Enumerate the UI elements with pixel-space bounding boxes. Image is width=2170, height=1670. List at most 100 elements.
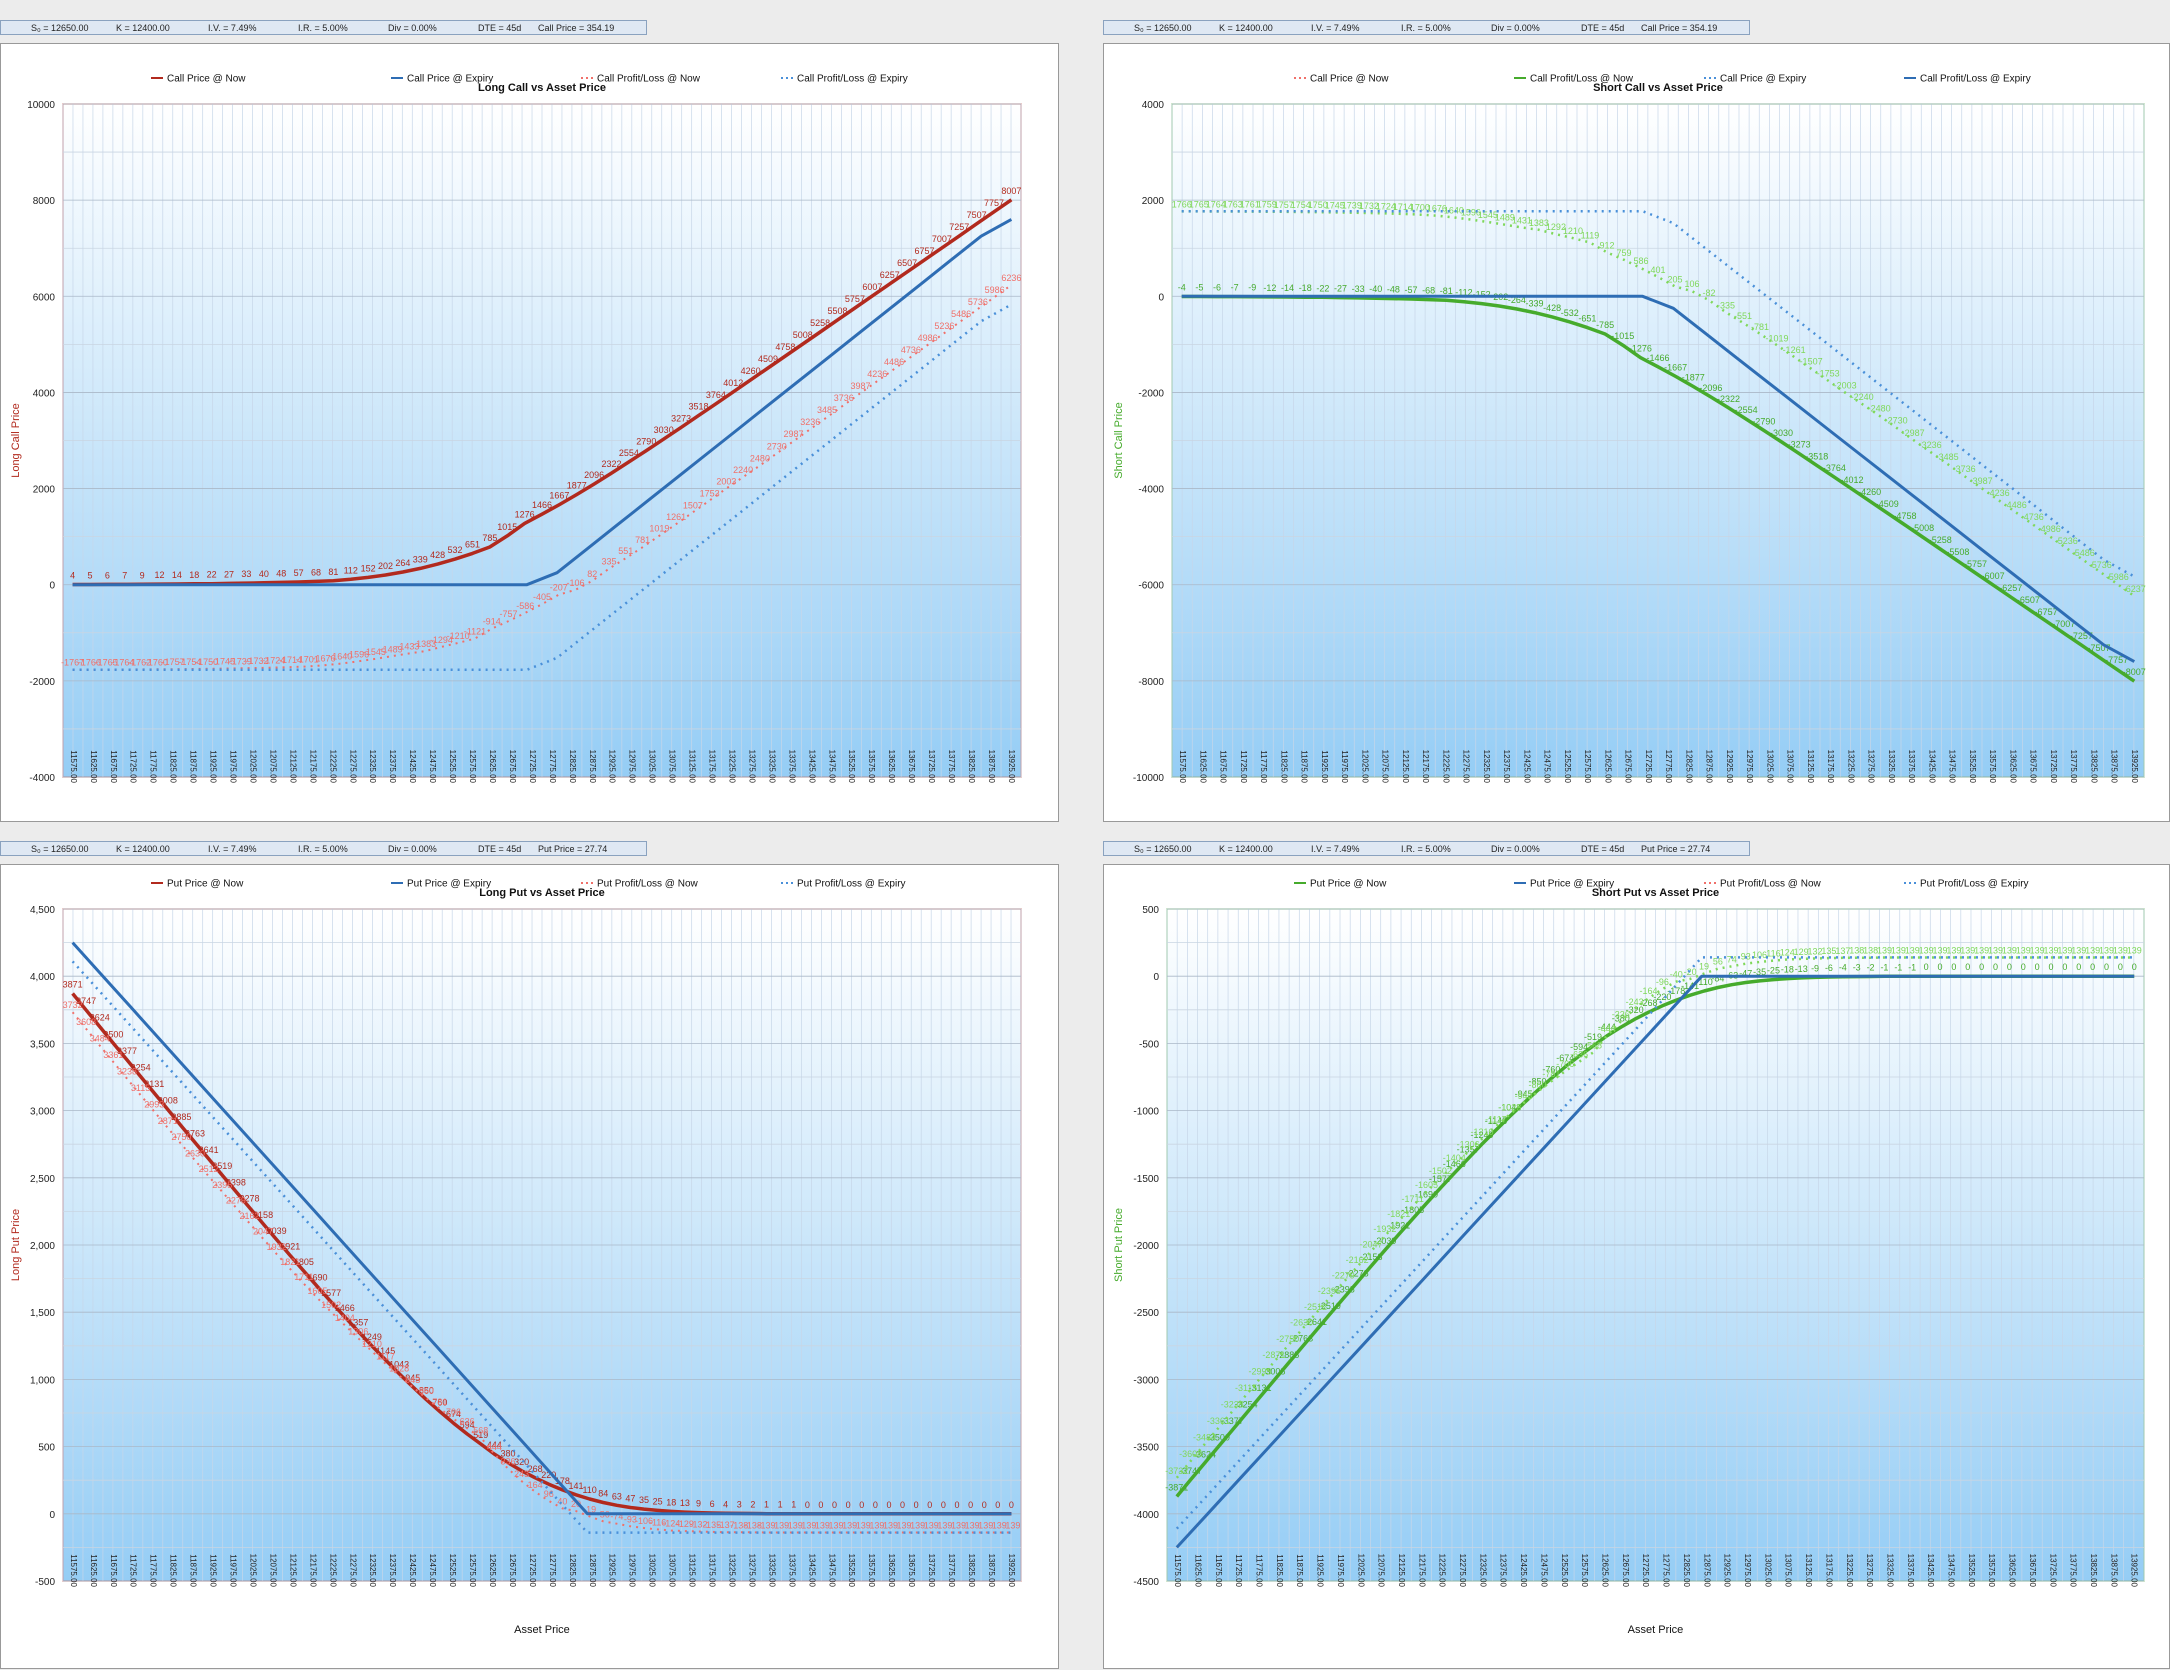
legend-label: Put Price @ Expiry: [407, 879, 491, 890]
data-label: -850: [1529, 1076, 1547, 1086]
data-label: -2512: [1304, 1302, 1327, 1312]
data-label: -4012: [1841, 475, 1864, 485]
data-label: -139: [989, 1520, 1007, 1530]
data-label: 1: [778, 1500, 783, 1510]
data-label: 3131: [144, 1079, 164, 1089]
data-label: -106: [635, 1516, 653, 1526]
data-label: 1249: [362, 1332, 382, 1342]
data-label: 0: [1979, 962, 1984, 972]
data-label: -9: [1811, 963, 1819, 973]
data-label: 0: [805, 1500, 810, 1510]
data-label: 137: [1835, 946, 1850, 956]
x-tick-label: 11725.00: [129, 750, 138, 783]
ir-label: I.R. = 5.00%: [298, 843, 348, 854]
x-tick-label: 12175.00: [308, 750, 317, 784]
x-axis-label: Asset Price: [1630, 820, 1686, 821]
data-label: -1276: [1629, 344, 1652, 354]
data-label: 1261: [666, 512, 686, 522]
data-label: -3254: [1235, 1400, 1258, 1410]
data-label: 6257: [880, 270, 900, 280]
x-axis-label: Asset Price: [1628, 1624, 1684, 1636]
data-label: -2279: [1332, 1270, 1355, 1280]
data-label: -636: [1570, 1050, 1588, 1060]
x-tick-label: 13725.00: [927, 750, 936, 784]
data-label: 1724: [1376, 201, 1396, 211]
data-label: 3736: [834, 393, 854, 403]
data-label: 7007: [932, 234, 952, 244]
data-label: -178: [1667, 986, 1685, 996]
data-label: -74: [610, 1512, 623, 1522]
x-tick-label: 13875.00: [987, 1554, 996, 1588]
data-label: -3518: [1805, 451, 1828, 461]
legend-label: Put Price @ Expiry: [1530, 879, 1614, 890]
x-tick-label: 12025.00: [248, 750, 257, 784]
data-label: -2993: [1249, 1366, 1272, 1376]
short-call-chart: -10000 -8000 -6000 -4000 -2000 0 2000 4000 11575…: [1113, 74, 2146, 822]
series-line: [1181, 294, 2136, 663]
x-tick-label: 12175.00: [308, 1554, 317, 1588]
data-label: 0: [886, 1500, 891, 1510]
x-tick-label: 11925.00: [209, 750, 218, 783]
legend-label: Call Profit/Loss @ Now: [597, 74, 701, 85]
data-label: 40: [557, 1496, 567, 1506]
data-label: 2240: [733, 465, 753, 475]
short-put-chart: -4500-4000-3500-3000-2500-2000-1500-1000…: [1113, 879, 2145, 1636]
x-tick-label: 12325.00: [1482, 750, 1491, 784]
data-label: 4: [723, 1499, 728, 1509]
data-label: -93: [624, 1514, 637, 1524]
data-label: 3764: [706, 390, 726, 400]
y-tick-label: -3500: [1133, 1443, 1159, 1454]
x-tick-label: 12825.00: [568, 750, 577, 784]
x-tick-label: 13025.00: [1763, 1554, 1772, 1588]
x-tick-label: 12425.00: [1522, 750, 1531, 784]
data-label: -152: [1473, 290, 1491, 300]
data-label: 1383: [1529, 218, 1549, 228]
data-label: 116: [1766, 949, 1780, 959]
data-label: 5757: [845, 294, 865, 304]
x-tick-label: 13775.00: [947, 1554, 956, 1588]
spot-label: S₀ = 12650.00: [31, 22, 89, 33]
data-label: -9: [1248, 283, 1256, 293]
y-tick-label: -10000: [1133, 773, 1165, 784]
x-tick-label: 12325.00: [368, 1554, 377, 1588]
x-tick-label: 13275.00: [1867, 750, 1876, 784]
data-label: -138: [744, 1520, 762, 1530]
y-tick-label: 4,000: [30, 972, 55, 983]
ir-label: I.R. = 5.00%: [298, 22, 348, 33]
data-label: 594: [460, 1420, 475, 1430]
data-label: 1015: [497, 522, 517, 532]
data-label: -519: [1584, 1032, 1602, 1042]
data-label: -7507: [2087, 643, 2110, 653]
data-label: 1: [764, 1500, 769, 1510]
data-label: 912: [1599, 240, 1614, 250]
data-label: -139: [812, 1520, 830, 1530]
data-label: -132: [689, 1520, 707, 1530]
data-label: -651: [1578, 314, 1596, 324]
data-label: 2158: [253, 1210, 273, 1220]
data-label: -3624: [1193, 1449, 1216, 1459]
data-label: -4260: [1858, 487, 1881, 497]
data-label: 0: [1965, 962, 1970, 972]
data-label: 220: [541, 1470, 556, 1480]
x-tick-label: 13925.00: [1007, 750, 1016, 784]
data-label: -594: [1570, 1042, 1588, 1052]
data-label: -1676: [313, 653, 336, 663]
price-label: Call Price = 354.19: [538, 22, 615, 33]
series-line: [71, 960, 1012, 1534]
x-tick-label: 11625.00: [1198, 750, 1207, 783]
data-label: -3008: [1262, 1366, 1285, 1376]
data-label: 519: [473, 1430, 488, 1440]
data-label: 4758: [775, 342, 795, 352]
data-label: 139: [2099, 946, 2114, 956]
y-tick-label: -4000: [1133, 1510, 1159, 1521]
data-label: 2395: [212, 1180, 232, 1190]
data-label: -1294: [430, 635, 453, 645]
x-tick-label: 13175.00: [1826, 750, 1835, 784]
data-label: -19: [583, 1504, 596, 1514]
x-tick-label: 13425.00: [1927, 750, 1936, 784]
data-label: -139: [1002, 1520, 1020, 1530]
x-tick-label: 12475.00: [1539, 1554, 1548, 1588]
data-label: 2871: [158, 1116, 178, 1126]
data-label: 139: [1919, 946, 1934, 956]
data-label: -1261: [1783, 345, 1806, 355]
